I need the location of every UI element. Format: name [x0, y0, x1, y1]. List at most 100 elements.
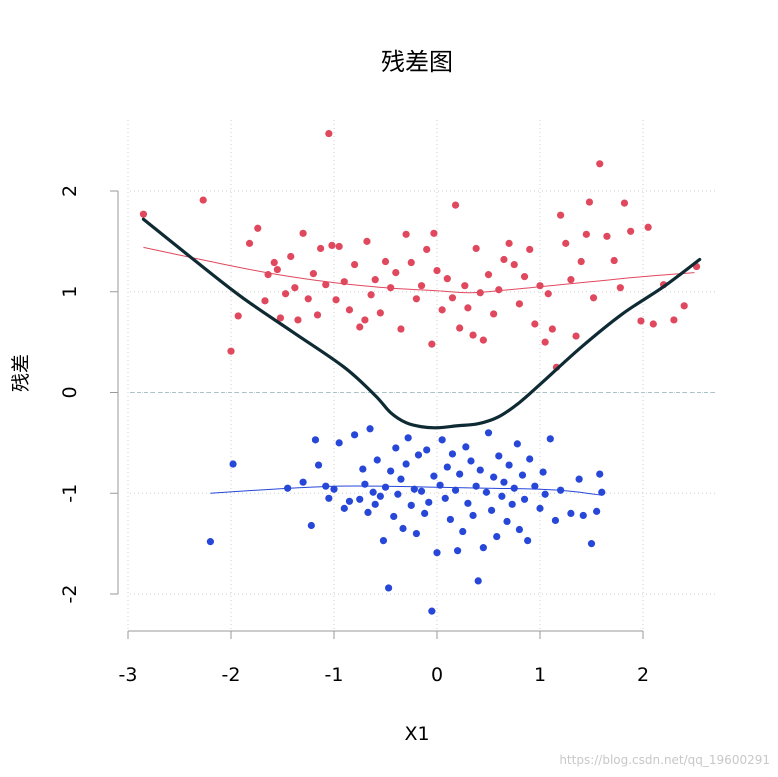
upper-point	[536, 282, 544, 290]
lower-point	[579, 511, 587, 520]
lower-point	[417, 487, 426, 495]
upper-point	[557, 211, 565, 219]
lower-point	[446, 515, 454, 524]
y-axis: -2 -1 0 1 2	[59, 185, 119, 604]
upper-point	[515, 300, 524, 308]
lower-point	[508, 500, 516, 508]
x-tick-label: 2	[637, 664, 649, 686]
lower-point	[311, 436, 320, 444]
upper-point	[281, 290, 290, 298]
lower-point	[364, 508, 372, 516]
y-tick-label: 1	[59, 286, 81, 298]
x-tick-label: -1	[325, 664, 344, 686]
upper-point	[309, 270, 317, 278]
upper-point	[443, 275, 451, 283]
upper-point	[526, 245, 534, 254]
upper-point	[345, 306, 354, 314]
lower-point	[384, 584, 393, 592]
lower-point	[356, 495, 364, 503]
lower-point	[379, 537, 388, 545]
upper-point	[520, 273, 529, 281]
lower-point	[373, 456, 381, 464]
lower-point	[451, 486, 460, 494]
upper-point	[680, 302, 688, 310]
x-tick-label: -3	[119, 664, 138, 686]
upper-point	[505, 239, 513, 247]
lower-point	[587, 540, 596, 548]
upper-point	[585, 198, 594, 206]
lower-point	[474, 577, 482, 585]
lower-point	[503, 517, 511, 526]
lower-point	[593, 507, 601, 515]
lower-point	[438, 436, 446, 444]
lower-point	[299, 478, 307, 486]
upper-point	[472, 244, 480, 253]
upper-point	[294, 316, 302, 324]
lower-point	[546, 435, 554, 443]
upper-point	[328, 241, 336, 250]
upper-point	[361, 316, 369, 324]
lower-point	[531, 482, 539, 490]
upper-point	[582, 230, 590, 238]
y-tick-label: -2	[59, 585, 81, 604]
watermark: https://blog.csdn.net/qq_19600291	[559, 753, 770, 767]
upper-point	[407, 258, 415, 267]
lower-point	[340, 504, 348, 512]
upper-point	[234, 312, 242, 320]
lower-point	[423, 446, 431, 454]
lower-point	[482, 488, 491, 496]
upper-point	[291, 284, 299, 292]
lower-point	[399, 524, 407, 533]
upper-point	[627, 227, 635, 235]
upper-point	[451, 201, 460, 209]
upper-point	[567, 276, 575, 284]
lower-point	[472, 482, 480, 490]
upper-point	[531, 320, 539, 328]
upper-point	[313, 311, 322, 319]
upper-point	[430, 229, 438, 237]
lower-point	[443, 463, 451, 471]
lower-point	[598, 488, 606, 496]
upper-point	[510, 260, 518, 269]
upper-point	[490, 310, 498, 318]
lower-point	[567, 509, 575, 517]
upper-point	[620, 199, 629, 207]
lower-point	[536, 504, 544, 512]
upper-point	[304, 295, 312, 303]
lower-point	[498, 492, 506, 500]
lower-point	[456, 470, 464, 478]
upper-point	[562, 239, 570, 247]
upper-point	[402, 230, 410, 238]
lower-point	[462, 443, 470, 451]
lower-point	[513, 440, 521, 448]
lower-point	[410, 485, 418, 493]
lower-point	[345, 497, 354, 505]
lower-point	[459, 527, 467, 536]
upper-point	[616, 284, 624, 292]
upper-point	[381, 257, 390, 266]
lower-point	[366, 425, 374, 433]
upper-point	[276, 314, 285, 322]
upper-point	[484, 271, 493, 279]
lower-point	[397, 475, 405, 483]
upper-point	[412, 295, 420, 303]
main-fit-curve	[141, 217, 702, 430]
upper-point	[438, 306, 446, 314]
lower-point	[369, 488, 377, 496]
lower-point	[469, 511, 477, 520]
lower-point	[454, 547, 462, 555]
upper-point	[270, 258, 278, 267]
lower-point	[394, 490, 402, 498]
lower-point	[376, 492, 384, 500]
lower-trend-line	[210, 485, 602, 496]
lower-point	[387, 467, 395, 475]
lower-point	[515, 525, 524, 534]
upper-point	[479, 336, 487, 344]
lower-point	[351, 431, 359, 439]
lower-point	[314, 461, 323, 469]
upper-point	[376, 309, 384, 317]
upper-point	[456, 324, 464, 332]
upper-point	[287, 252, 295, 261]
lower-points	[206, 425, 606, 615]
